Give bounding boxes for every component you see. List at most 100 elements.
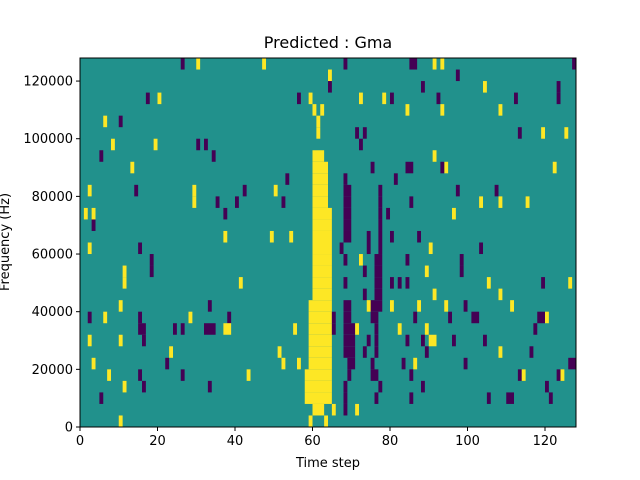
heatmap-cell-high	[316, 115, 321, 128]
heatmap-cell-low	[370, 311, 379, 324]
heatmap-cell-low	[138, 323, 146, 335]
heatmap-cell-high	[238, 277, 243, 289]
heatmap-cell-low	[471, 311, 480, 324]
heatmap-cell-low	[378, 230, 383, 243]
heatmap-cell-high	[320, 104, 325, 116]
heatmap-cell-high	[262, 58, 267, 70]
heatmap-cell-high	[440, 58, 445, 70]
heatmap-cell-high	[192, 196, 197, 208]
heatmap-cell-high	[452, 207, 456, 220]
heatmap-cell-low	[378, 380, 383, 393]
heatmap-cell-high	[118, 300, 123, 312]
heatmap-cell-high	[359, 92, 363, 105]
heatmap-cell-low	[374, 392, 379, 404]
heatmap-cell-low	[347, 369, 352, 381]
heatmap-cell-high	[192, 184, 197, 197]
heatmap-cell-high	[479, 196, 484, 208]
heatmap-cell-low	[343, 184, 352, 197]
heatmap-cell-high	[308, 311, 332, 324]
heatmap-cell-high	[560, 369, 565, 381]
heatmap-cell-high	[304, 369, 332, 381]
heatmap-cell-low	[459, 265, 464, 278]
heatmap-cell-low	[517, 127, 522, 139]
heatmap-cell-high	[355, 403, 360, 416]
y-tick-label: 80000	[32, 190, 73, 205]
heatmap-cell-low	[343, 346, 356, 358]
heatmap-cell-low	[537, 311, 545, 324]
heatmap-cell-low	[343, 311, 352, 324]
heatmap-cell-low	[180, 58, 185, 70]
heatmap-cell-low	[374, 323, 379, 335]
heatmap-cell-high	[498, 196, 503, 208]
heatmap-cell-low	[343, 300, 352, 312]
heatmap-cell-high	[289, 230, 294, 243]
y-tick-label: 40000	[32, 305, 73, 320]
heatmap-cell-high	[273, 184, 278, 197]
heatmap-cell-low	[355, 127, 360, 139]
heatmap-cell-low	[142, 380, 146, 393]
heatmap-cell-low	[409, 369, 414, 381]
heatmap-cell-high	[169, 346, 174, 358]
heatmap-cell-low	[370, 357, 375, 370]
heatmap-cell-high	[486, 277, 491, 289]
heatmap-cell-low	[343, 58, 348, 70]
heatmap-cell-high	[188, 311, 193, 324]
heatmap-cell-low	[370, 161, 375, 174]
heatmap-cell-low	[370, 300, 383, 312]
heatmap-cell-low	[378, 184, 383, 197]
heatmap-cell-low	[548, 392, 553, 404]
heatmap-cell-low	[533, 323, 538, 335]
heatmap-cell-low	[486, 392, 491, 404]
heatmap-cell-low	[196, 138, 201, 151]
heatmap-cell-high	[444, 300, 449, 312]
heatmap-cell-low	[517, 369, 522, 381]
heatmap-cell-low	[211, 150, 216, 162]
heatmap-cell-high	[324, 415, 329, 427]
heatmap-cell-high	[304, 380, 332, 393]
heatmap-cell-low	[138, 242, 143, 255]
heatmap-cell-high	[432, 288, 437, 301]
heatmap-cell-high	[413, 357, 418, 370]
heatmap-cell-low	[149, 254, 154, 266]
heatmap-cell-low	[370, 369, 379, 381]
heatmap-cell-low	[138, 311, 143, 324]
heatmap-cell-low	[374, 265, 383, 278]
heatmap-cell-low	[572, 58, 577, 70]
heatmap-cell-high	[432, 150, 437, 162]
heatmap-cell-high	[545, 311, 549, 324]
heatmap-cell-low	[366, 334, 371, 347]
y-tick-label: 20000	[32, 363, 73, 378]
heatmap-cell-high	[568, 277, 573, 289]
x-axis-label: Time step	[295, 456, 360, 471]
x-axis: 0 20 40 60 80 100 120	[76, 427, 558, 449]
heatmap-cell-low	[235, 196, 239, 208]
heatmap-cell-low	[568, 357, 576, 370]
heatmap-cell-low	[180, 323, 185, 335]
heatmap-cell-high	[541, 127, 546, 139]
heatmap-cell-high	[424, 265, 429, 278]
x-tick-label: 100	[455, 434, 480, 449]
heatmap-cell-low	[215, 196, 220, 208]
heatmap-cell-low	[529, 346, 534, 358]
heatmap-cells	[83, 58, 577, 427]
heatmap-cell-high	[444, 161, 449, 174]
heatmap-cell-low	[409, 392, 414, 404]
heatmap-cell-low	[343, 230, 352, 243]
x-tick-label: 0	[76, 434, 84, 449]
heatmap-cell-high	[308, 346, 332, 358]
heatmap-cell-low	[452, 334, 456, 347]
heatmap-cell-low	[514, 92, 518, 105]
heatmap-cell-high	[293, 323, 298, 335]
heatmap-cell-low	[459, 254, 464, 266]
heatmap-cell-low	[362, 346, 367, 358]
heatmap-cell-low	[397, 277, 402, 289]
heatmap-cell-low	[405, 254, 410, 266]
heatmap-cell-high	[103, 311, 108, 324]
heatmap-cell-high	[312, 265, 332, 278]
heatmap-cell-high	[312, 403, 325, 416]
x-tick-label: 120	[533, 434, 558, 449]
heatmap-cell-low	[421, 81, 425, 93]
x-tick-label: 20	[149, 434, 166, 449]
heatmap-cell-high	[87, 242, 92, 255]
heatmap-cell-high	[312, 230, 332, 243]
